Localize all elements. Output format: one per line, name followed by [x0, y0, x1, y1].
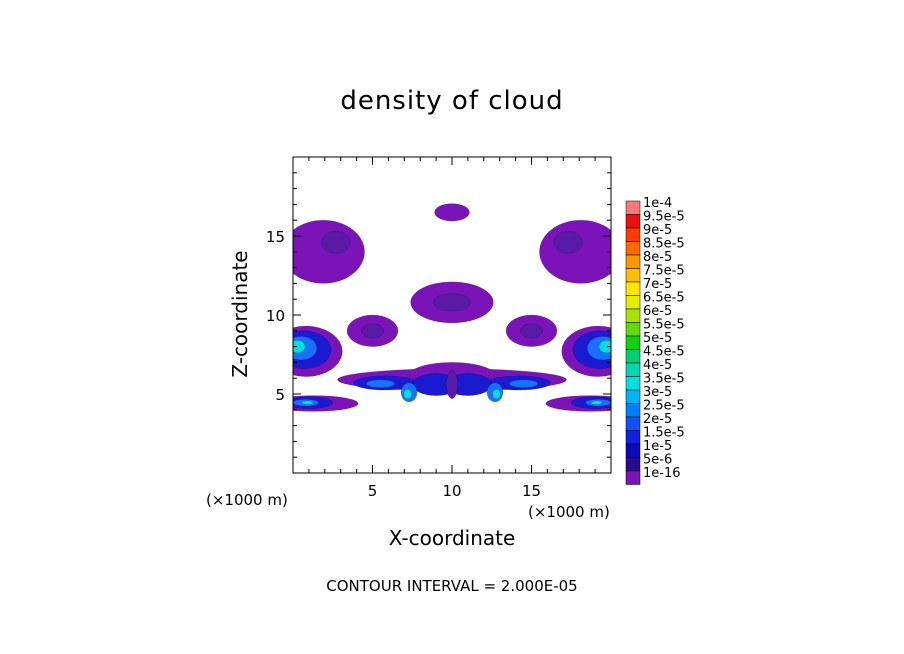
y-tick-label: 5 [275, 386, 285, 404]
colorbar-label: 5e-6 [643, 453, 672, 468]
colorbar-label: 6.5e-5 [643, 291, 685, 306]
colorbar-label: 3.5e-5 [643, 372, 685, 387]
colorbar-label: 8e-5 [643, 250, 672, 265]
colorbar-swatch [625, 268, 641, 283]
chart-title: density of cloud [340, 86, 564, 116]
colorbar: 1e-49.5e-59e-58.5e-58e-57.5e-57e-56.5e-5… [625, 196, 685, 485]
contour-region-24 [509, 379, 539, 388]
colorbar-swatch [625, 254, 641, 269]
contour-region-4 [321, 231, 351, 254]
colorbar-label: 7.5e-5 [643, 264, 685, 279]
colorbar-swatch [625, 200, 641, 215]
contour-region-10 [520, 323, 543, 339]
colorbar-label: 7e-5 [643, 277, 672, 292]
colorbar-swatch [625, 308, 641, 323]
colorbar-swatch [625, 430, 641, 445]
colorbar-label: 5e-5 [643, 331, 672, 346]
contour-region-30 [492, 389, 501, 399]
contour-region-2 [432, 293, 472, 312]
colorbar-swatch [625, 470, 641, 485]
colorbar-swatch [625, 295, 641, 310]
colorbar-swatch [625, 403, 641, 418]
colorbar-label: 2e-5 [643, 412, 672, 427]
colorbar-swatch [625, 335, 641, 350]
contour-region-28 [403, 389, 412, 399]
colorbar-swatch [625, 457, 641, 472]
contour-region-22 [365, 379, 395, 388]
x-tick-label: 10 [442, 482, 461, 500]
colorbar-label: 1e-4 [643, 196, 672, 211]
contour-region-0 [434, 203, 470, 222]
colorbar-label: 1.5e-5 [643, 426, 685, 441]
y-tick-label: 15 [266, 228, 285, 246]
colorbar-swatch [625, 389, 641, 404]
colorbar-label: 9e-5 [643, 223, 672, 238]
contour-region-8 [361, 323, 384, 339]
colorbar-label: 1e-5 [643, 439, 672, 454]
contour-region-31 [446, 370, 458, 399]
axis-ticks: 5 10 15 5 10 15 [266, 157, 611, 500]
colorbar-label: 9.5e-5 [643, 210, 685, 225]
contour-interval-note: CONTOUR INTERVAL = 2.000E-05 [326, 577, 578, 595]
colorbar-label: 3e-5 [643, 385, 672, 400]
contour-region-6 [553, 231, 583, 254]
x-unit-label-left: (×1000 m) [206, 491, 288, 509]
colorbar-swatch [625, 281, 641, 296]
contour-region-18 [598, 340, 611, 354]
colorbar-label: 4e-5 [643, 358, 672, 373]
colorbar-swatch [625, 443, 641, 458]
x-axis-label: X-coordinate [388, 526, 516, 550]
colorbar-label: 2.5e-5 [643, 399, 685, 414]
x-tick-label: 5 [368, 482, 378, 500]
colorbar-label: 1e-16 [643, 466, 681, 481]
x-tick-label: 15 [522, 482, 541, 500]
colorbar-swatch [625, 214, 641, 229]
colorbar-swatch [625, 322, 641, 337]
colorbar-swatch [625, 416, 641, 431]
colorbar-label: 4.5e-5 [643, 345, 685, 360]
colorbar-label: 8.5e-5 [643, 237, 685, 252]
x-unit-label-right: (×1000 m) [528, 503, 610, 521]
colorbar-label: 6e-5 [643, 304, 672, 319]
colorbar-swatch [625, 376, 641, 391]
y-tick-label: 10 [266, 307, 285, 325]
colorbar-swatch [625, 241, 641, 256]
colorbar-swatch [625, 227, 641, 242]
contour-field [293, 203, 611, 412]
contour-region-14 [293, 340, 306, 354]
colorbar-label: 5.5e-5 [643, 318, 685, 333]
contour-region-39 [590, 400, 603, 405]
colorbar-swatch [625, 349, 641, 364]
y-axis-label: Z-coordinate [228, 250, 252, 378]
colorbar-swatch [625, 362, 641, 377]
contour-region-35 [301, 400, 314, 405]
